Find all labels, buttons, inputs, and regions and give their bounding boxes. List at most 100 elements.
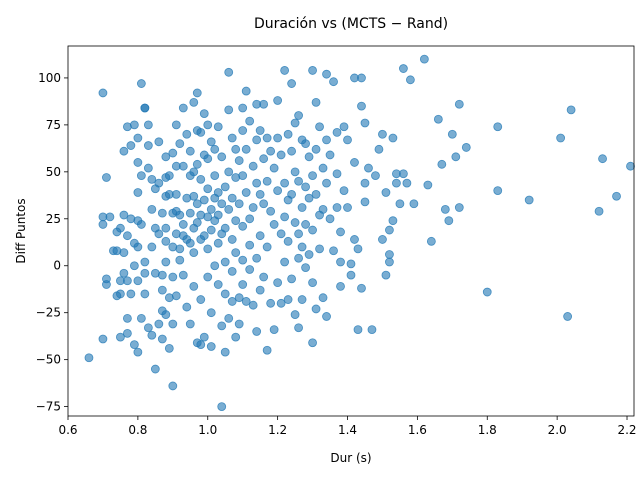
data-point	[227, 133, 237, 143]
data-point	[227, 297, 237, 306]
data-point	[203, 272, 213, 282]
data-point	[192, 218, 202, 227]
data-point	[297, 203, 307, 212]
data-point	[353, 325, 363, 335]
data-point	[224, 105, 234, 115]
data-point	[301, 220, 310, 229]
data-point	[311, 304, 321, 314]
data-point	[248, 161, 258, 171]
data-point	[192, 159, 202, 169]
data-point	[178, 220, 188, 229]
data-point	[392, 178, 401, 188]
data-point	[325, 150, 335, 160]
data-point	[140, 257, 150, 267]
data-point	[126, 289, 136, 299]
data-point	[266, 298, 276, 308]
data-point	[336, 227, 345, 237]
data-point	[203, 184, 213, 194]
data-point	[266, 146, 276, 156]
data-point	[203, 120, 213, 130]
data-point	[364, 163, 373, 173]
data-point	[238, 255, 248, 265]
data-point	[119, 248, 129, 258]
data-point	[136, 171, 146, 180]
data-point	[280, 257, 290, 267]
data-point	[206, 204, 216, 214]
data-point	[294, 323, 303, 333]
data-point	[175, 139, 185, 149]
data-point	[129, 340, 139, 350]
data-point	[374, 144, 384, 154]
data-point	[280, 66, 290, 75]
data-point	[161, 236, 171, 246]
data-point	[98, 88, 108, 98]
data-point	[116, 289, 125, 299]
data-point	[143, 323, 153, 333]
data-point	[423, 180, 433, 190]
data-point	[213, 280, 223, 289]
data-point	[245, 116, 255, 126]
data-point	[388, 133, 398, 143]
data-point	[220, 347, 230, 357]
data-point	[161, 310, 171, 319]
data-point	[482, 287, 492, 297]
data-point	[336, 282, 345, 291]
data-point	[283, 295, 293, 304]
data-point	[136, 79, 146, 88]
data-point	[178, 270, 188, 280]
data-point	[241, 297, 251, 306]
data-point	[164, 343, 174, 353]
data-point	[612, 191, 621, 201]
data-point	[556, 133, 566, 143]
data-point	[378, 129, 387, 139]
data-point	[154, 137, 164, 147]
data-point	[336, 257, 345, 267]
data-point	[367, 325, 377, 335]
y-tick-label: −25	[36, 306, 61, 320]
data-point	[217, 199, 227, 209]
data-point	[213, 122, 223, 132]
data-point	[84, 353, 94, 363]
data-point	[563, 312, 573, 321]
data-point	[451, 152, 461, 162]
axes-frame	[67, 45, 635, 417]
data-point	[238, 171, 248, 180]
data-point	[290, 118, 300, 128]
data-point	[301, 182, 310, 192]
data-point	[147, 204, 157, 214]
data-point	[283, 129, 293, 139]
data-point	[290, 167, 300, 177]
data-point	[598, 154, 607, 164]
data-point	[231, 332, 241, 342]
data-point	[357, 73, 366, 83]
data-point	[287, 189, 297, 199]
data-point	[332, 127, 342, 137]
y-tick-label: 25	[46, 212, 61, 226]
data-point	[234, 199, 244, 209]
data-point	[157, 270, 167, 280]
x-tick-label: 1.0	[198, 423, 217, 437]
data-point	[294, 229, 303, 239]
data-point	[238, 280, 248, 289]
data-point	[308, 225, 317, 235]
data-point	[301, 263, 310, 273]
data-point	[189, 167, 199, 177]
data-point	[105, 212, 115, 222]
data-point	[133, 242, 143, 252]
data-point	[119, 210, 129, 220]
y-tick-label: −75	[36, 400, 61, 414]
data-point	[206, 308, 216, 318]
data-point	[566, 105, 576, 115]
data-point	[594, 206, 604, 216]
data-point	[290, 310, 300, 319]
data-point	[297, 295, 307, 304]
data-point	[168, 148, 178, 158]
data-point	[220, 223, 230, 233]
data-point	[129, 120, 139, 130]
data-point	[133, 133, 143, 143]
y-tick-label: 0	[53, 259, 61, 273]
y-tick-label: 50	[46, 165, 61, 179]
data-point	[196, 174, 206, 184]
